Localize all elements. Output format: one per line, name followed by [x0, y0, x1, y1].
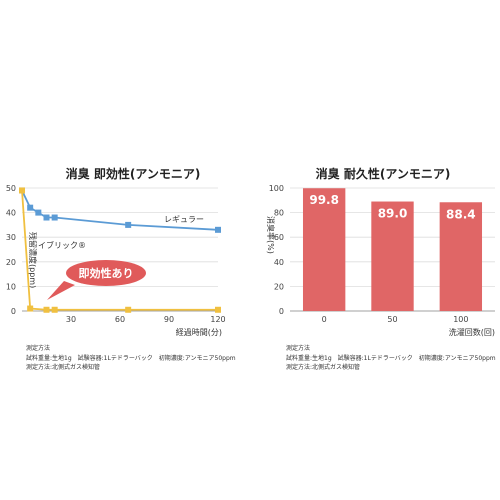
right-note-heading: 測定方法: [286, 345, 311, 352]
right-note-method: 測定方法:北側式ガス検知管: [286, 364, 361, 371]
callout-text: 即効性あり: [79, 266, 134, 280]
series-point: [125, 221, 132, 228]
x-tick-label: 60: [115, 315, 125, 324]
series-point: [215, 226, 221, 233]
bar: [302, 188, 346, 311]
series-point: [27, 305, 34, 312]
right-note-sample: 試料重量:生地1g 試験容器:1Lテドラーバック 初期濃度:アンモニア50ppm: [286, 354, 496, 362]
series-label-regular: レギュラー: [164, 215, 204, 224]
y-tick-label: 30: [6, 233, 16, 242]
bar: [371, 201, 414, 311]
y-axis-label: 消臭率(%): [266, 216, 276, 254]
series-point: [19, 187, 25, 194]
y-tick-label: 100: [269, 184, 284, 193]
y-tick-label: 10: [6, 282, 16, 291]
left-chart-title: 消臭 即効性(アンモニア): [65, 167, 201, 181]
y-tick-label: 40: [6, 209, 16, 218]
y-tick-label: 60: [274, 233, 284, 242]
left-note-sample: 試料重量:生地1g 試験容器:1Lテドラーバック 初期濃度:アンモニア50ppm: [26, 354, 236, 362]
left-chart-notes: 測定方法 試料重量:生地1g 試験容器:1Lテドラーバック 初期濃度:アンモニア…: [26, 344, 236, 373]
bar: [439, 202, 483, 311]
y-tick-label: 0: [11, 307, 16, 316]
callout-pointer: [47, 281, 75, 300]
right-chart-notes: 測定方法 試料重量:生地1g 試験容器:1Lテドラーバック 初期濃度:アンモニア…: [286, 344, 496, 373]
x-axis-label: 経過時間(分): [176, 327, 222, 337]
x-tick-label: 50: [387, 315, 397, 324]
x-tick-label: 120: [210, 315, 225, 324]
left-note-method: 測定方法:北側式ガス検知管: [26, 364, 101, 371]
y-tick-label: 80: [274, 209, 284, 218]
x-tick-label: 0: [322, 315, 327, 324]
bar-value-label: 99.8: [309, 193, 339, 207]
series-point: [43, 306, 50, 313]
bar-value-label: 89.0: [378, 207, 408, 221]
series-point: [51, 306, 58, 313]
right-chart-title: 消臭 耐久性(アンモニア): [315, 167, 451, 181]
series-point: [215, 306, 221, 313]
y-axis-label: 残留濃度(ppm): [28, 232, 38, 288]
y-tick-label: 50: [6, 184, 16, 193]
series-point: [51, 214, 58, 221]
callout-bubble: [66, 260, 146, 286]
left-note-heading: 測定方法: [26, 345, 51, 352]
series-point: [27, 204, 34, 211]
x-tick-label: 90: [164, 315, 174, 324]
series-line: [21, 190, 218, 311]
y-tick-label: 20: [6, 258, 16, 267]
y-tick-label: 20: [274, 282, 284, 291]
y-tick-label: 40: [274, 258, 284, 267]
bar-value-label: 88.4: [446, 207, 476, 221]
y-tick-label: 0: [279, 307, 284, 316]
x-tick-label: 100: [453, 315, 468, 324]
series-point: [125, 306, 132, 313]
x-tick-label: 30: [66, 315, 76, 324]
series-point: [43, 214, 50, 221]
series-point: [35, 209, 42, 216]
x-axis-label: 洗濯回数(回): [449, 327, 495, 337]
series-label-ibrick: イブリック®: [38, 240, 86, 250]
